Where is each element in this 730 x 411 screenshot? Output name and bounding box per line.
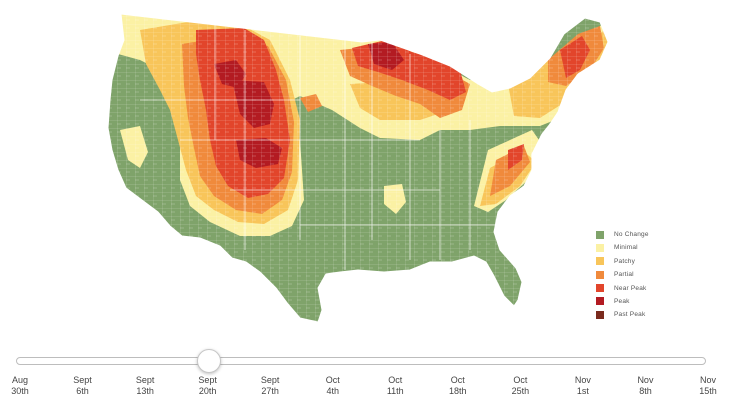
legend-label: No Change [614,231,649,239]
tick-month: Nov [574,375,591,385]
timeline-tick[interactable]: Aug 30th [0,375,45,397]
tick-day: 6th [76,386,89,396]
timeline-slider-track[interactable] [16,357,706,365]
legend-item: Near Peak [596,282,649,295]
timeline-tick[interactable]: Nov 8th [620,375,670,397]
timeline-tick[interactable]: Sept 20th [183,375,233,397]
us-foliage-map [107,13,609,323]
tick-month: Nov [637,375,654,385]
timeline-tick[interactable]: Oct 18th [433,375,483,397]
tick-day: 11th [386,386,404,396]
legend-swatch [596,243,604,252]
legend-label: Partial [614,271,634,279]
legend-item: Past Peak [596,308,649,321]
tick-day: 18th [449,386,467,396]
legend: No Change Minimal Patchy Partial Near Peak Pe… [596,228,649,322]
tick-month: Oct [450,375,465,385]
legend-item: Peak [596,295,649,308]
legend-item: Minimal [596,241,649,254]
tick-day: 30th [11,386,29,396]
tick-month: Oct [325,375,340,385]
tick-day: 8th [639,386,652,396]
tick-day: 27th [261,386,279,396]
tick-day: 4th [326,386,339,396]
tick-month: Aug [11,375,28,385]
tick-day: 25th [511,386,530,396]
legend-swatch [596,270,604,279]
timeline-tick[interactable]: Sept 6th [58,375,108,397]
timeline-tick[interactable]: Oct 25th [495,375,545,397]
tick-month: Sept [73,375,92,385]
legend-item: Partial [596,268,649,281]
us-outline [107,13,609,323]
legend-label: Patchy [614,257,636,265]
legend-label: Peak [614,297,630,305]
timeline-tick[interactable]: Nov 1st [558,375,608,397]
legend-swatch [596,297,604,306]
legend-label: Past Peak [614,311,646,319]
tick-month: Sept [198,375,217,385]
tick-month: Sept [260,375,280,385]
tick-day: 13th [136,386,154,396]
tick-month: Nov [699,375,716,385]
tick-month: Oct [513,375,528,385]
timeline-tick[interactable]: Oct 11th [370,375,420,397]
legend-item: Patchy [596,255,649,268]
legend-label: Minimal [614,244,638,252]
timeline-tick[interactable]: Oct 4th [308,375,358,397]
timeline-slider-handle[interactable] [196,349,221,373]
timeline-tick[interactable]: Sept 13th [120,375,170,397]
legend-swatch [596,284,604,293]
legend-swatch [596,230,604,239]
tick-day: 1st [576,386,589,396]
tick-day: 15th [699,386,717,396]
legend-item: No Change [596,228,649,241]
legend-label: Near Peak [614,284,647,292]
timeline-tick[interactable]: Nov 15th [683,375,730,397]
tick-month: Sept [135,375,155,385]
tick-day: 20th [198,386,217,396]
legend-swatch [596,257,604,266]
timeline-tick[interactable]: Sept 27th [245,375,295,397]
legend-swatch [596,310,604,319]
tick-month: Oct [388,375,403,385]
state-borders [140,20,500,270]
